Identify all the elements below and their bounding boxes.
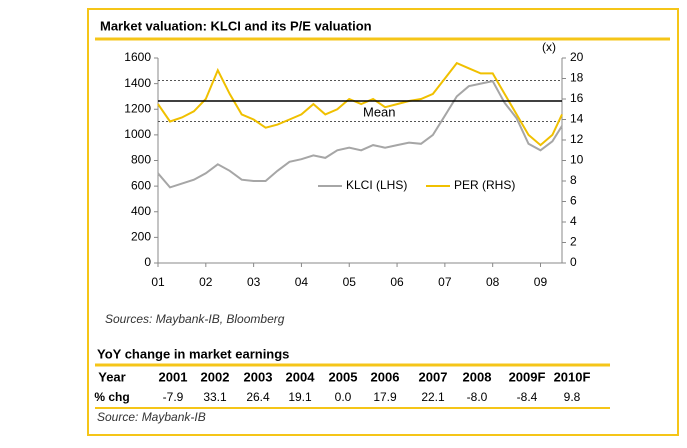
table-header: Year (98, 369, 125, 384)
table-header: 2005 (329, 369, 358, 384)
y2-tick-label: 10 (570, 153, 584, 167)
y2-tick-label: 16 (570, 91, 584, 105)
y2-tick-label: 0 (570, 255, 577, 269)
x-tick-label: 01 (151, 275, 165, 289)
table-cell: 33.1 (203, 390, 227, 404)
table-cell: 22.1 (421, 390, 445, 404)
y-tick-label: 1400 (124, 76, 151, 90)
y-tick-label: 1600 (124, 50, 151, 64)
table-header: 2003 (244, 369, 273, 384)
y-tick-label: 0 (144, 255, 151, 269)
table-cell: 0.0 (335, 390, 352, 404)
y-tick-label: 1200 (124, 101, 151, 115)
table-cell: -7.9 (163, 390, 184, 404)
y2-tick-label: 14 (570, 112, 584, 126)
y2-tick-label: 6 (570, 194, 577, 208)
table-title: YoY change in market earnings (97, 346, 289, 361)
table-header: 2001 (159, 369, 188, 384)
frame (87, 8, 679, 436)
y2-tick-label: 8 (570, 173, 577, 187)
x-tick-label: 07 (438, 275, 452, 289)
y2-tick-label: 4 (570, 214, 577, 228)
table-cell: 26.4 (246, 390, 270, 404)
series-line (157, 61, 563, 147)
x-tick-label: 06 (390, 275, 404, 289)
table-cell: 19.1 (288, 390, 312, 404)
chart-source: Sources: Maybank-IB, Bloomberg (105, 312, 285, 326)
table-source: Source: Maybank-IB (97, 410, 206, 424)
table-header: 2007 (419, 369, 448, 384)
y-tick-label: 600 (131, 178, 151, 192)
table-header: 2008 (463, 369, 492, 384)
x-tick-label: 02 (199, 275, 213, 289)
y-tick-label: 1000 (124, 127, 151, 141)
table-cell: 9.8 (564, 390, 581, 404)
table-header: 2002 (201, 369, 230, 384)
y-tick-label: 800 (131, 153, 151, 167)
y2-tick-label: 12 (570, 132, 584, 146)
x-tick-label: 05 (343, 275, 357, 289)
legend-label: KLCI (LHS) (346, 178, 407, 192)
table-cell: 17.9 (373, 390, 397, 404)
table-header: 2009F (509, 369, 546, 384)
y2-axis-label: (x) (542, 40, 556, 54)
table-cell: -8.0 (467, 390, 488, 404)
y2-tick-label: 18 (570, 71, 584, 85)
legend-label: PER (RHS) (454, 178, 515, 192)
table-header: 2004 (286, 369, 316, 384)
row-header: % chg (94, 390, 129, 404)
y2-tick-label: 2 (570, 235, 577, 249)
table-cell: -8.4 (517, 390, 538, 404)
y2-tick-label: 20 (570, 50, 584, 64)
table-header: 2006 (371, 369, 400, 384)
y-tick-label: 400 (131, 204, 151, 218)
series-line (157, 79, 563, 189)
x-tick-label: 09 (534, 275, 548, 289)
x-tick-label: 08 (486, 275, 500, 289)
y-tick-label: 200 (131, 230, 151, 244)
x-tick-label: 04 (295, 275, 309, 289)
chart-title: Market valuation: KLCI and its P/E valua… (100, 18, 372, 33)
mean-label: Mean (363, 104, 396, 119)
x-tick-label: 03 (247, 275, 261, 289)
table-header: 2010F (554, 369, 591, 384)
